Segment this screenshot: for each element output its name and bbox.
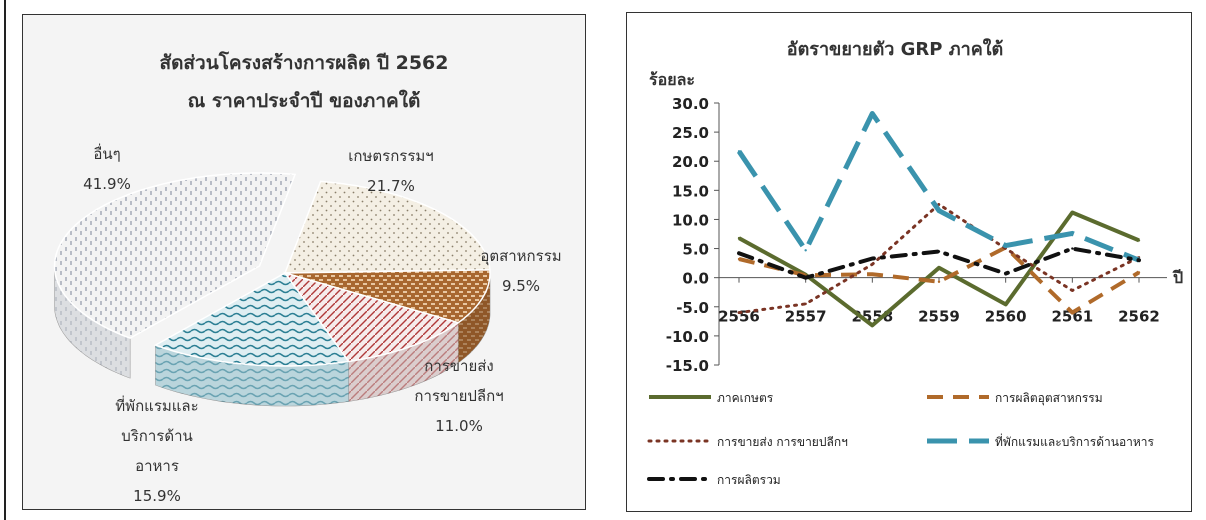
series-point <box>804 276 807 279</box>
series-point <box>737 252 741 255</box>
legend-label: ภาคเกษตร <box>717 391 774 405</box>
pie-slice-side-texture <box>348 322 459 402</box>
legend-label: การผลิตอุตสาหกรรม <box>995 391 1103 406</box>
pie-slice-label: ที่พักแรมและ <box>115 395 198 415</box>
pie-chart: สัดส่วนโครงสร้างการผลิต ปี 2562 ณ ราคาปร… <box>53 51 562 505</box>
series-point <box>937 250 941 253</box>
series-point <box>937 203 941 206</box>
pie-slice-side-texture <box>54 266 131 379</box>
series-point <box>1004 272 1007 275</box>
series-line <box>736 111 1140 263</box>
x-tick-label: 2561 <box>1051 308 1093 326</box>
y-tick-label: 30.0 <box>672 95 709 113</box>
pie-slice-top <box>284 269 491 324</box>
x-tick-label: 2559 <box>918 308 960 326</box>
series-point <box>804 249 807 252</box>
legend-label: ที่พักแรมและบริการด้านอาหาร <box>995 433 1155 449</box>
y-tick-label: 15.0 <box>672 182 709 200</box>
series-point <box>1071 211 1074 214</box>
legend-label: การขายส่ง การขายปลีกฯ <box>717 435 848 449</box>
pie-slices-group <box>53 172 491 367</box>
pie-slice-top <box>153 272 350 367</box>
y-tick-label: 0.0 <box>682 270 709 288</box>
pie-slice-value-label: 15.9% <box>133 487 181 505</box>
pie-slice-value-label: 9.5% <box>502 277 540 295</box>
line-axes-group: 30.0 25.0 20.0 15.0 10.0 5.0 0.0 -5.0 -10.0 -15.0… <box>666 95 1167 375</box>
legend-label: การผลิตรวม <box>717 473 781 487</box>
series-point <box>871 257 874 260</box>
pie-slice-top <box>283 271 460 363</box>
x-axis-label: ปี <box>1172 268 1184 287</box>
y-tick-label: -5.0 <box>676 299 709 317</box>
series-point <box>1071 247 1074 250</box>
series-point <box>937 266 941 269</box>
series-point <box>871 263 874 266</box>
x-tick-label: 2562 <box>1118 308 1160 326</box>
pie-slice-top <box>283 180 491 274</box>
series-point <box>1071 289 1074 292</box>
y-tick-label: -10.0 <box>666 328 709 346</box>
pie-slice-value-label: 41.9% <box>83 175 131 193</box>
pie-slice-value-label: 11.0% <box>435 417 483 435</box>
series-line <box>737 246 1141 280</box>
series-point <box>1071 311 1074 314</box>
y-tick-label: 5.0 <box>682 241 709 259</box>
line-chart: อัตราขยายตัว GRP ภาคใต้ ร้อยละ ปี 30.0 25… <box>647 38 1184 487</box>
series-point <box>1004 303 1007 306</box>
series-point <box>737 257 741 261</box>
page-left-rule <box>4 0 6 520</box>
pie-slice-label: อื่นๆ <box>93 143 120 163</box>
y-tick-label: 20.0 <box>672 153 709 171</box>
pie-slice-label: การขายส่ง <box>424 357 494 375</box>
pie-slice-label: อาหาร <box>135 457 179 475</box>
pie-depth-group <box>54 265 491 407</box>
y-tick-label: 10.0 <box>672 211 709 229</box>
pie-chart-subtitle: ณ ราคาประจำปี ของภาคใต้ <box>188 89 421 112</box>
series-point <box>1137 239 1141 242</box>
pie-slice-top <box>53 172 297 339</box>
x-tick-label: 2560 <box>985 308 1027 326</box>
pie-chart-panel: สัดส่วนโครงสร้างการผลิต ปี 2562 ณ ราคาปร… <box>22 14 586 510</box>
series-point <box>1137 271 1141 274</box>
series-point <box>871 272 874 276</box>
y-tick-label: 25.0 <box>672 124 709 142</box>
pie-labels-group: เกษตรกรรมฯ 21.7% อุตสาหกรรม 9.5% การขายส่งกา… <box>83 143 561 505</box>
series-point <box>737 236 741 240</box>
pie-slice-side-texture <box>458 273 490 363</box>
x-tick-label: 2557 <box>785 308 827 326</box>
pie-slice-side-texture <box>155 345 349 406</box>
series-point <box>1137 259 1141 262</box>
pie-slice-label: อุตสาหกรรม <box>480 247 561 266</box>
x-tick-label: 2558 <box>851 308 893 326</box>
series-point <box>937 280 941 283</box>
pie-slice-label: การขายปลีกฯ <box>414 387 503 405</box>
series-point <box>1071 232 1074 235</box>
pie-slice-value-label: 21.7% <box>367 177 415 195</box>
y-tick-label: -15.0 <box>666 357 709 375</box>
series-point <box>737 150 741 153</box>
pie-slice-label: เกษตรกรรมฯ <box>348 147 433 165</box>
series-point <box>871 324 874 327</box>
series-point <box>804 302 807 306</box>
y-axis-label: ร้อยละ <box>649 70 695 89</box>
line-chart-panel: อัตราขยายตัว GRP ภาคใต้ ร้อยละ ปี 30.0 25… <box>626 12 1192 512</box>
series-point <box>737 311 741 314</box>
series-point <box>937 209 941 212</box>
line-series-group <box>736 111 1141 328</box>
series-point <box>1004 244 1007 247</box>
series-line <box>737 202 1141 315</box>
pie-slice-label: บริการด้าน <box>121 427 193 445</box>
pie-chart-title: สัดส่วนโครงสร้างการผลิต ปี 2562 <box>160 51 449 74</box>
series-point <box>871 112 874 115</box>
line-chart-title: อัตราขยายตัว GRP ภาคใต้ <box>787 38 1003 60</box>
